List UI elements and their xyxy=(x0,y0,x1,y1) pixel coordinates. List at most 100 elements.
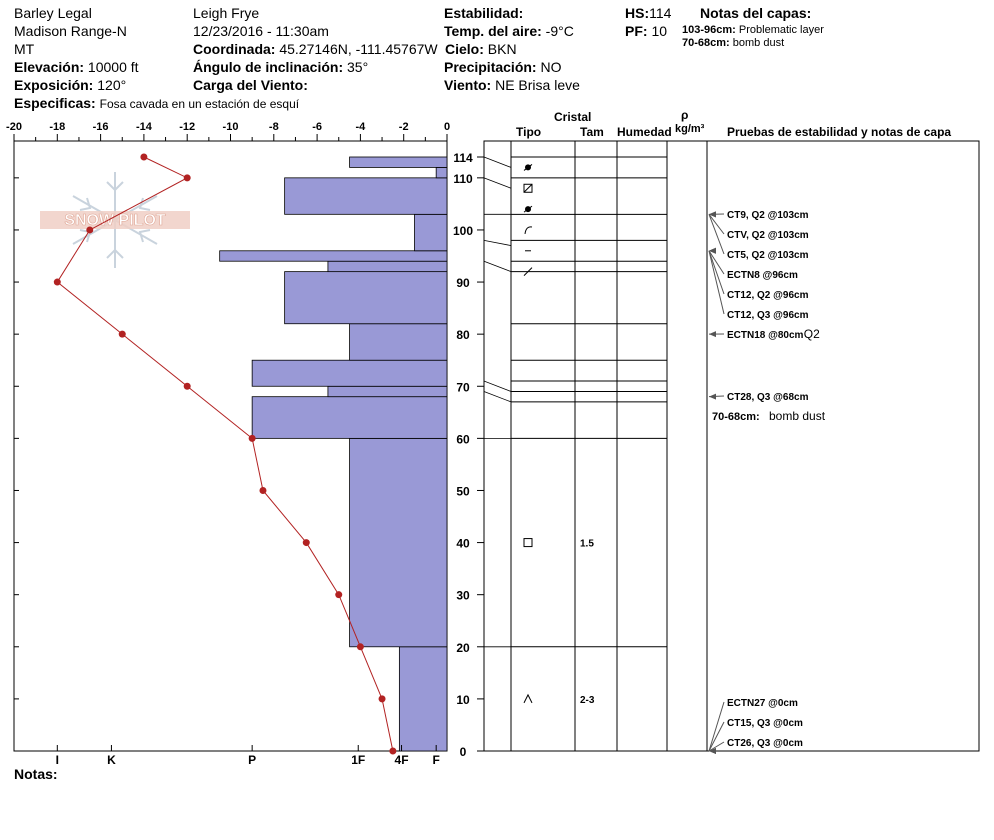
sky-label: Cielo: xyxy=(445,41,484,57)
height-tick-label: 0 xyxy=(460,745,467,759)
layer-notes-title: Notas del capas: xyxy=(700,5,812,21)
test-arrow-head xyxy=(709,393,716,400)
layer-note-1-text: Problematic layer xyxy=(738,24,824,36)
crystal-symbol-rounded-dot xyxy=(523,205,533,213)
col-tipo: Tipo xyxy=(516,125,542,139)
coordinates-row: Coordinada: 45.27146N, -111.45767W xyxy=(193,41,438,57)
state-name: MT xyxy=(14,41,35,57)
test-arrow xyxy=(708,250,725,295)
observer-name: Leigh Frye xyxy=(193,5,260,21)
temperature-point xyxy=(183,174,191,182)
hardness-bar xyxy=(435,167,448,179)
crystal-glyph xyxy=(523,164,533,171)
stability-test-label: ECTN8 @96cm xyxy=(727,270,798,281)
hardness-tick-label: 1F xyxy=(351,753,365,767)
precip-row: Precipitación: NO xyxy=(444,59,561,75)
layer-connector xyxy=(483,156,512,168)
wind-load-label: Carga del Viento: xyxy=(193,77,308,93)
temperature-point xyxy=(248,434,256,442)
layer-note-1: 103-96cm: Problematic layer xyxy=(682,24,824,37)
hardness-bar xyxy=(349,156,448,168)
stability-test-label: CT26, Q3 @0cm xyxy=(727,738,803,749)
specifics-value: Fosa cavada en un estación de esquí xyxy=(99,97,300,111)
crystal-glyph xyxy=(523,693,533,704)
layers-table-frame xyxy=(483,140,980,752)
temp-tick-label: -4 xyxy=(356,121,367,133)
layer-connector xyxy=(483,177,512,189)
height-tick-label: 80 xyxy=(456,328,470,342)
precip-value: NO xyxy=(540,59,562,75)
hardness-bar xyxy=(251,359,448,387)
crystal-size-label: 2-3 xyxy=(580,695,595,706)
temp-tick-label: -12 xyxy=(179,121,195,133)
layer-note-2-range: 70-68cm: xyxy=(682,37,730,49)
height-tick-label: 40 xyxy=(456,537,470,551)
coordinates-value: 45.27146N, -111.45767W xyxy=(279,41,438,57)
hardness-bar xyxy=(349,437,448,648)
stability-test-note: Q2 xyxy=(804,327,820,341)
aspect-value: 120° xyxy=(97,77,127,93)
crystal-symbol-faceted-square xyxy=(523,183,533,193)
table-layer-note-text: bomb dust xyxy=(769,409,826,423)
stability-row: Estabilidad: xyxy=(444,5,523,21)
height-tick-label: 110 xyxy=(453,172,473,186)
crystal-symbol-slash xyxy=(523,267,533,276)
temp-tick-label: -20 xyxy=(6,121,22,133)
test-arrow xyxy=(708,250,725,315)
height-tick-label: 70 xyxy=(456,380,470,394)
specifics-row: Especificas: Fosa cavada en un estación … xyxy=(14,95,299,111)
stability-label: Estabilidad: xyxy=(444,5,524,21)
temperature-point xyxy=(378,695,386,703)
temperature-point xyxy=(335,591,343,599)
stability-test-label: CT5, Q2 @103cm xyxy=(727,250,809,261)
notes-label: Notas: xyxy=(14,766,58,782)
temperature-point xyxy=(53,278,61,286)
hardness-tick-label: K xyxy=(107,753,116,767)
hardness-bar xyxy=(349,323,448,361)
temp-tick-label: -18 xyxy=(49,121,65,133)
elevation-row: Elevación: 10000 ft xyxy=(14,59,139,75)
crystal-glyph xyxy=(523,183,533,193)
elevation-value: 10000 ft xyxy=(87,59,139,75)
height-tick-label: 90 xyxy=(456,276,470,290)
temp-tick-label: -6 xyxy=(312,121,322,133)
layer-connector xyxy=(483,380,512,392)
test-arrow xyxy=(708,741,725,752)
hs-row: HS:114 xyxy=(625,5,671,21)
slope-value: 35° xyxy=(347,59,369,75)
crystal-symbol-rounded-dot xyxy=(523,164,533,171)
hardness-tick-label: I xyxy=(56,753,59,767)
wind-value: NE Brisa leve xyxy=(495,77,580,93)
test-arrow xyxy=(708,214,725,235)
slope-label: Ángulo de inclinación: xyxy=(193,59,344,75)
precip-label: Precipitación: xyxy=(444,59,537,75)
temp-tick-label: -16 xyxy=(93,121,109,133)
temperature-point xyxy=(86,226,94,234)
sky-value: BKN xyxy=(487,41,517,57)
crystal-symbol-caret xyxy=(523,693,533,704)
region-name: Madison Range-N xyxy=(14,23,127,39)
col-cristal: Cristal xyxy=(554,110,592,124)
col-tam: Tam xyxy=(580,125,604,139)
wind-load-row: Carga del Viento: xyxy=(193,77,308,93)
temperature-line xyxy=(56,156,394,752)
stability-test-label: CT12, Q3 @96cm xyxy=(727,310,809,321)
test-arrow xyxy=(708,214,725,255)
crystal-symbol-square xyxy=(523,538,533,548)
col-density-unit: kg/m³ xyxy=(675,123,705,135)
stability-test-label: CT9, Q2 @103cm xyxy=(727,210,809,221)
crystal-size-label: 1.5 xyxy=(580,539,594,550)
pf-label: PF: xyxy=(625,23,648,39)
temperature-point xyxy=(356,643,364,651)
air-temp-row: Temp. del aire: -9°C xyxy=(444,23,574,39)
temp-tick-label: -8 xyxy=(269,121,279,133)
location-name: Barley Legal xyxy=(14,5,92,21)
hardness-bar xyxy=(284,271,448,325)
hardness-tick-label: F xyxy=(433,753,440,767)
test-arrow-head xyxy=(709,247,716,254)
pf-row: PF: 10 xyxy=(625,23,667,39)
layer-connector xyxy=(483,260,512,273)
hardness-tick-label: P xyxy=(248,753,256,767)
stability-test-label: CT12, Q2 @96cm xyxy=(727,290,809,301)
